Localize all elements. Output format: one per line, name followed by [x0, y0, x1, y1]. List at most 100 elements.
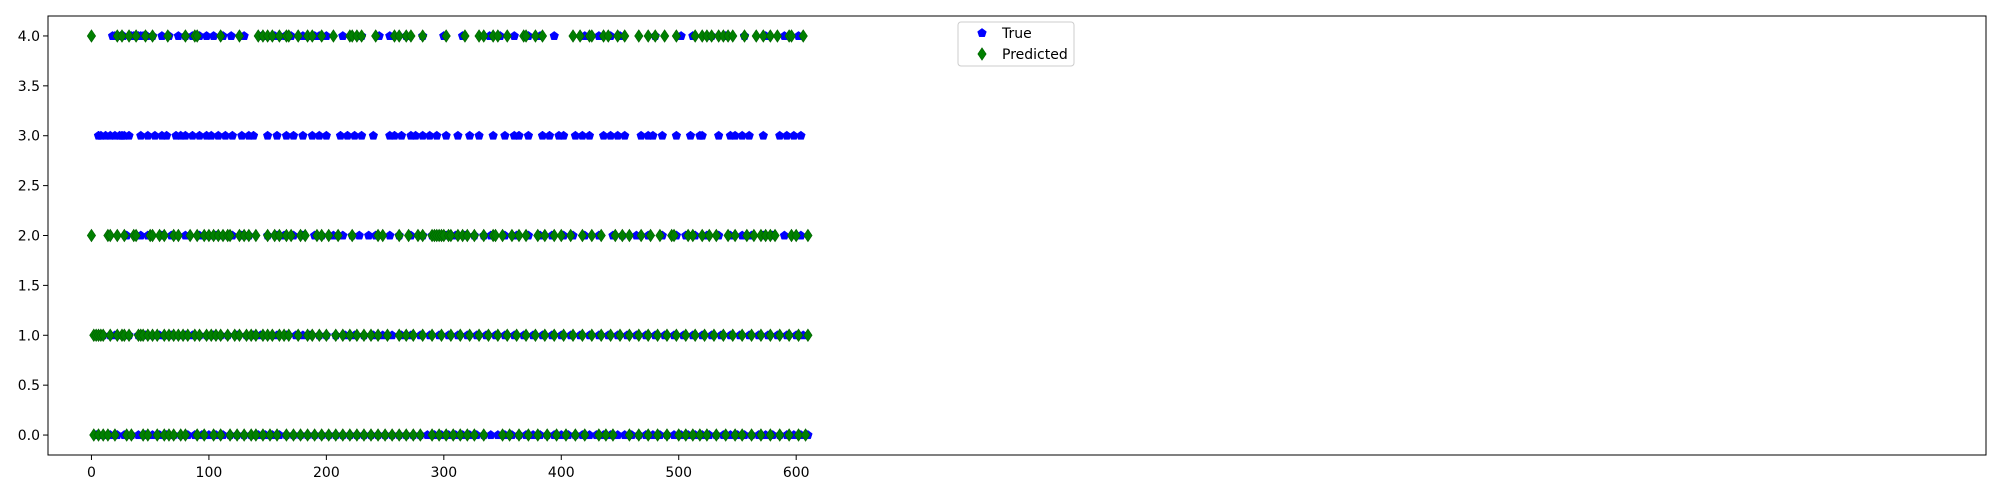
predicted-point	[272, 428, 282, 442]
predicted-point	[446, 228, 456, 243]
predicted-point	[169, 428, 179, 442]
predicted-point	[404, 228, 414, 243]
predicted-point	[711, 228, 721, 243]
predicted-point	[493, 328, 503, 343]
true-point	[620, 130, 630, 140]
legend-box	[957, 21, 1075, 67]
predicted-point	[570, 428, 580, 442]
predicted-point	[455, 328, 465, 343]
predicted-point	[394, 228, 404, 243]
predicted-point	[549, 328, 559, 343]
predicted-point	[284, 29, 294, 43]
predicted-point	[575, 29, 585, 43]
predicted-point	[427, 428, 437, 442]
predicted-point	[251, 328, 261, 343]
predicted-point	[645, 228, 656, 243]
predicted-point	[497, 428, 508, 442]
true-point	[356, 130, 367, 140]
predicted-point	[408, 328, 418, 343]
legend-true-label: True	[1001, 26, 1032, 42]
predicted-point	[183, 328, 193, 343]
predicted-point	[697, 228, 707, 243]
predicted-point	[561, 428, 571, 442]
predicted-point	[295, 428, 306, 442]
true-point	[523, 130, 534, 140]
predicted-point	[418, 228, 428, 243]
predicted-point	[359, 428, 369, 442]
predicted-point	[730, 228, 740, 243]
predicted-point	[620, 29, 630, 43]
predicted-point	[671, 328, 681, 343]
predicted-point	[674, 428, 684, 442]
x-tick-label: 100	[196, 465, 223, 481]
predicted-point	[662, 328, 672, 343]
true-point	[474, 130, 484, 140]
predicted-point	[373, 328, 383, 343]
predicted-point	[314, 328, 324, 343]
predicted-point	[702, 428, 712, 442]
predicted-point	[448, 428, 458, 442]
predicted-point	[580, 428, 590, 442]
predicted-point	[540, 228, 550, 243]
predicted-point	[225, 228, 235, 243]
predicted-point	[798, 29, 808, 43]
true-point	[124, 130, 134, 140]
predicted-point	[324, 228, 334, 243]
predicted-point	[131, 29, 141, 43]
true-point	[584, 130, 595, 140]
predicted-point	[86, 29, 97, 43]
predicted-point	[739, 29, 750, 43]
true-point	[162, 130, 172, 140]
predicted-point	[512, 328, 522, 343]
predicted-point	[728, 29, 738, 43]
predicted-point	[737, 328, 747, 343]
predicted-point	[394, 29, 404, 43]
true-point	[208, 31, 219, 40]
predicted-point	[180, 29, 190, 43]
predicted-point	[603, 29, 613, 43]
x-tick-label: 500	[665, 465, 692, 481]
predicted-point	[462, 228, 472, 243]
predicted-point	[784, 428, 794, 442]
predicted-point	[533, 228, 543, 243]
true-point	[453, 130, 463, 140]
predicted-point	[681, 428, 691, 442]
predicted-point	[537, 29, 548, 43]
predicted-series	[86, 29, 813, 442]
true-point	[465, 130, 475, 140]
predicted-point	[216, 29, 226, 43]
predicted-point	[455, 428, 465, 442]
predicted-point	[288, 428, 299, 442]
predicted-point	[483, 328, 494, 343]
predicted-point	[751, 29, 761, 43]
predicted-point	[143, 428, 153, 442]
predicted-point	[209, 428, 219, 442]
predicted-point	[352, 428, 362, 442]
true-point	[226, 31, 236, 40]
predicted-point	[493, 29, 503, 43]
predicted-point	[765, 29, 775, 43]
predicted-point	[746, 328, 757, 343]
x-tick-label: 0	[87, 465, 96, 481]
predicted-point	[105, 328, 115, 343]
predicted-point	[577, 228, 587, 243]
predicted-point	[681, 328, 691, 343]
predicted-point	[303, 428, 313, 442]
predicted-point	[502, 29, 512, 43]
predicted-point	[521, 328, 531, 343]
predicted-point	[568, 29, 578, 43]
predicted-point	[418, 29, 428, 43]
true-point	[697, 130, 707, 140]
predicted-point	[758, 29, 768, 43]
predicted-point	[497, 228, 508, 243]
predicted-point	[772, 29, 782, 43]
predicted-point	[406, 29, 416, 43]
predicted-point	[502, 328, 512, 343]
predicted-point	[441, 428, 451, 442]
predicted-point	[192, 428, 202, 442]
x-axis: 0 100 200 300 400 500 600	[87, 455, 810, 481]
true-point	[549, 31, 559, 40]
predicted-point	[366, 328, 376, 343]
predicted-point	[239, 428, 249, 442]
predicted-point	[415, 428, 425, 442]
